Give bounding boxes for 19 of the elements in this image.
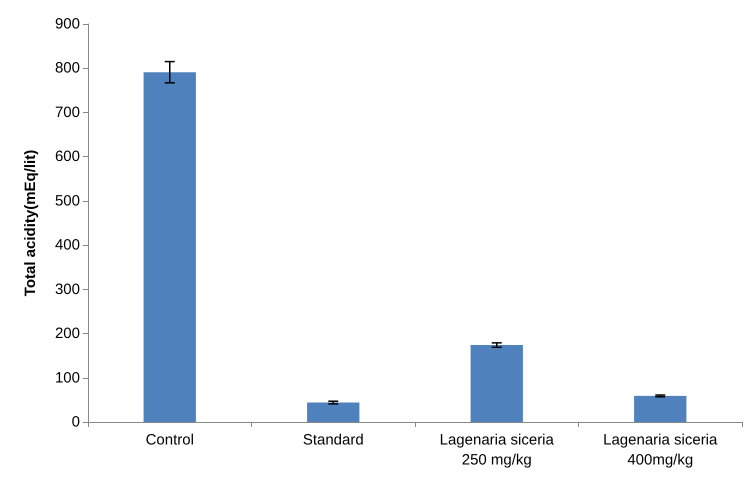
y-tick-label: 300	[54, 280, 80, 298]
x-tick-label: Control	[146, 432, 194, 448]
x-tick-label: Standard	[302, 432, 364, 448]
y-tick-label: 200	[54, 325, 80, 342]
x-tick-label: Lagenaria siceria 250 mg/kg	[440, 432, 555, 468]
bar	[307, 402, 360, 422]
bar	[470, 345, 523, 422]
y-tick-label: 500	[54, 192, 80, 210]
y-tick-label: 700	[54, 104, 80, 121]
y-tick-label: 100	[54, 369, 80, 386]
bar	[634, 396, 686, 422]
bar	[144, 72, 196, 422]
y-tick-label: 900	[54, 16, 80, 32]
x-tick-label: Lagenaria siceria 400mg/kg	[603, 432, 718, 468]
y-tick-label: 600	[54, 148, 80, 166]
y-tick-label: 0	[72, 414, 80, 430]
y-axis-title: Total acidity(mEq/lit)	[22, 150, 39, 296]
y-tick-label: 800	[54, 60, 80, 77]
y-tick-label: 400	[54, 236, 80, 254]
